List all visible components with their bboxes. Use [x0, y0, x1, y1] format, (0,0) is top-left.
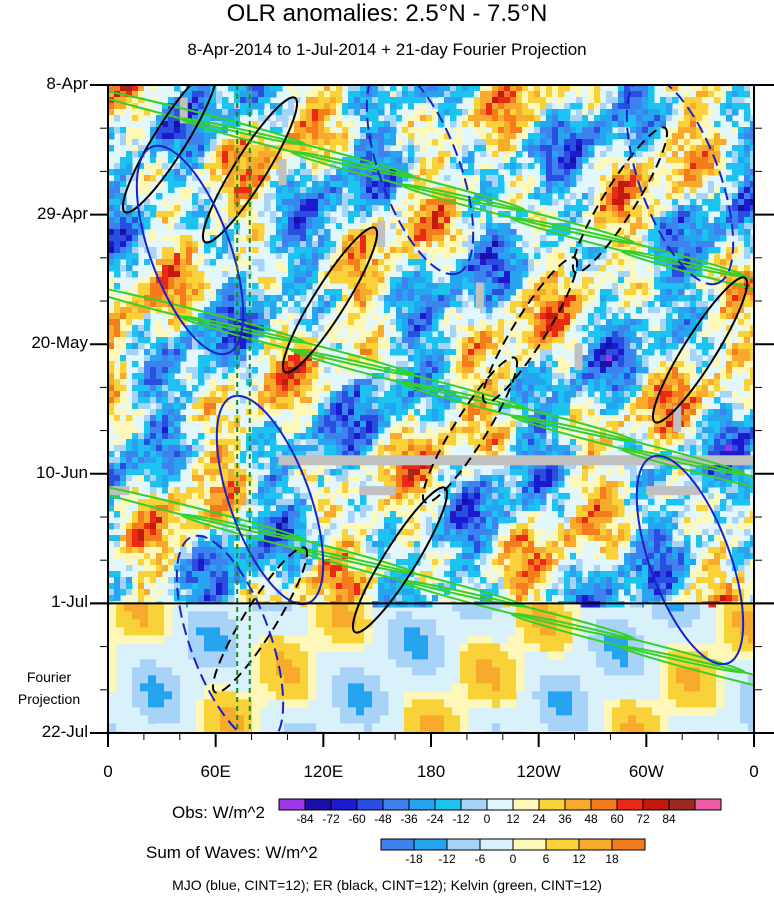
y-tick-label: 22-Jul: [41, 722, 88, 741]
colorbar-swatch: [304, 798, 332, 811]
colorbar-tick-label: -24: [426, 812, 444, 826]
colorbar-swatch: [512, 798, 540, 811]
colorbar-tick-label: -72: [322, 812, 340, 826]
colorbar-swatch: [330, 798, 358, 811]
colorbar-swatch: [460, 798, 488, 811]
waves-colorbar-title: Sum of Waves: W/m^2: [146, 843, 318, 862]
colorbar-tick-label: -48: [374, 812, 392, 826]
waves-colorbar: [380, 838, 646, 851]
x-tick-label: 0: [749, 762, 759, 781]
colorbar-tick-label: 12: [572, 852, 586, 866]
colorbar-tick-label: -18: [405, 852, 423, 866]
colorbars: [278, 798, 722, 851]
colorbar-swatch: [382, 798, 410, 811]
colorbar-swatch: [408, 798, 436, 811]
colorbar-swatch: [479, 838, 514, 851]
y-tick-label: 20-May: [31, 333, 88, 353]
colorbar-tick-label: 60: [610, 812, 624, 826]
x-tick-label: 120E: [303, 762, 344, 781]
colorbar-swatch: [564, 798, 592, 811]
y-tick-label: 10-Jun: [36, 462, 88, 482]
chart-title: OLR anomalies: 2.5°N - 7.5°N: [226, 0, 548, 27]
colorbar-tick-label: -36: [400, 812, 418, 826]
x-tick-label: 120W: [516, 762, 561, 781]
x-tick-label: 60E: [200, 762, 231, 781]
obs-colorbar: [278, 798, 722, 811]
colorbar-swatch: [668, 798, 696, 811]
colorbar-swatch: [694, 798, 722, 811]
colorbar-swatch: [545, 838, 580, 851]
colorbar-tick-label: 18: [605, 852, 619, 866]
colorbar-tick-label: 84: [662, 812, 676, 826]
olr-anomaly-field: [108, 85, 754, 733]
colorbar-tick-label: -12: [452, 812, 470, 826]
chart-subtitle: 8-Apr-2014 to 1-Jul-2014 + 21-day Fourie…: [187, 40, 587, 59]
y-tick-label: 29-Apr: [36, 203, 88, 223]
colorbar-swatch: [616, 798, 644, 811]
x-tick-label: 180: [416, 762, 446, 781]
colorbar-swatch: [512, 838, 547, 851]
reference-lines: [236, 85, 251, 733]
colorbar-swatch: [278, 798, 306, 811]
colorbar-tick-label: 72: [636, 812, 650, 826]
fourier-projection-label: Fourier Projection: [17, 669, 81, 707]
colorbar-tick-label: -12: [438, 852, 456, 866]
footer-caption: MJO (blue, CINT=12); ER (black, CINT=12)…: [172, 877, 602, 893]
colorbar-tick-label: 48: [584, 812, 598, 826]
colorbar-swatch: [590, 798, 618, 811]
colorbar-swatch: [380, 838, 415, 851]
colorbar-tick-label: -6: [474, 852, 486, 866]
colorbar-swatch: [578, 838, 613, 851]
colorbar-swatch: [538, 798, 566, 811]
colorbar-tick-label: 24: [532, 812, 546, 826]
colorbar-tick-label: -60: [348, 812, 366, 826]
colorbar-tick-label: -84: [296, 812, 314, 826]
colorbar-swatch: [434, 798, 462, 811]
colorbar-swatch: [446, 838, 481, 851]
y-tick-label: 1-Jul: [51, 592, 88, 612]
colorbar-tick-label: 12: [506, 812, 520, 826]
colorbar-tick-label: 36: [558, 812, 572, 826]
x-tick-label: 0: [103, 762, 113, 781]
colorbar-swatch: [413, 838, 448, 851]
colorbar-swatch: [356, 798, 384, 811]
colorbar-swatch: [486, 798, 514, 811]
colorbar-swatch: [642, 798, 670, 811]
colorbar-swatch: [611, 838, 646, 851]
obs-colorbar-title: Obs: W/m^2: [172, 803, 265, 822]
y-tick-label: 8-Apr: [46, 74, 88, 93]
colorbar-tick-label: 0: [509, 852, 517, 866]
colorbar-tick-label: 6: [542, 852, 550, 866]
axis-ticks: [90, 84, 774, 747]
colorbar-tick-label: 0: [483, 812, 491, 826]
x-tick-label: 60W: [628, 762, 664, 781]
